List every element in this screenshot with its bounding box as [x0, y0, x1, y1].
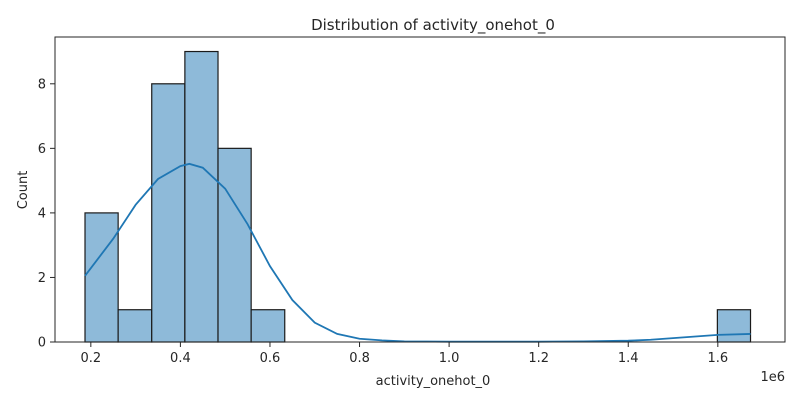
x-tick-label: 0.2 [80, 351, 101, 366]
histogram-bar [716, 309, 752, 343]
y-ticks: 0 2 4 6 8 [38, 77, 55, 351]
y-tick-label: 4 [38, 206, 46, 221]
histogram-bar [250, 309, 286, 343]
x-tick-label: 0.8 [349, 351, 370, 366]
x-tick-label: 0.4 [170, 351, 191, 366]
histogram-bar [117, 309, 153, 343]
kde-curve [84, 162, 751, 343]
x-tick-label: 0.6 [260, 351, 281, 366]
bars-group [84, 50, 752, 343]
y-tick-label: 2 [38, 271, 46, 286]
x-tick-label: 1.4 [618, 351, 639, 366]
histogram-bar [84, 212, 119, 343]
x-ticks: 0.2 0.4 0.6 0.8 1.0 1.2 1.4 1.6 [80, 342, 728, 366]
axes [54, 36, 786, 343]
y-tick-label: 0 [38, 336, 46, 351]
y-tick-label: 6 [38, 142, 46, 157]
x-tick-label: 1.0 [439, 351, 460, 366]
histogram-bar [217, 147, 252, 343]
x-tick-label: 1.2 [528, 351, 549, 366]
x-axis-label: activity_onehot_0 [376, 374, 491, 389]
plot-frame [54, 36, 786, 343]
chart-title: Distribution of activity_onehot_0 [311, 16, 555, 35]
histogram-bar [151, 83, 186, 343]
histogram-bar [184, 50, 219, 343]
y-axis-label: Count [16, 171, 31, 210]
y-tick-label: 8 [38, 77, 46, 92]
x-scale-label: 1e6 [760, 370, 785, 385]
x-tick-label: 1.6 [707, 351, 728, 366]
